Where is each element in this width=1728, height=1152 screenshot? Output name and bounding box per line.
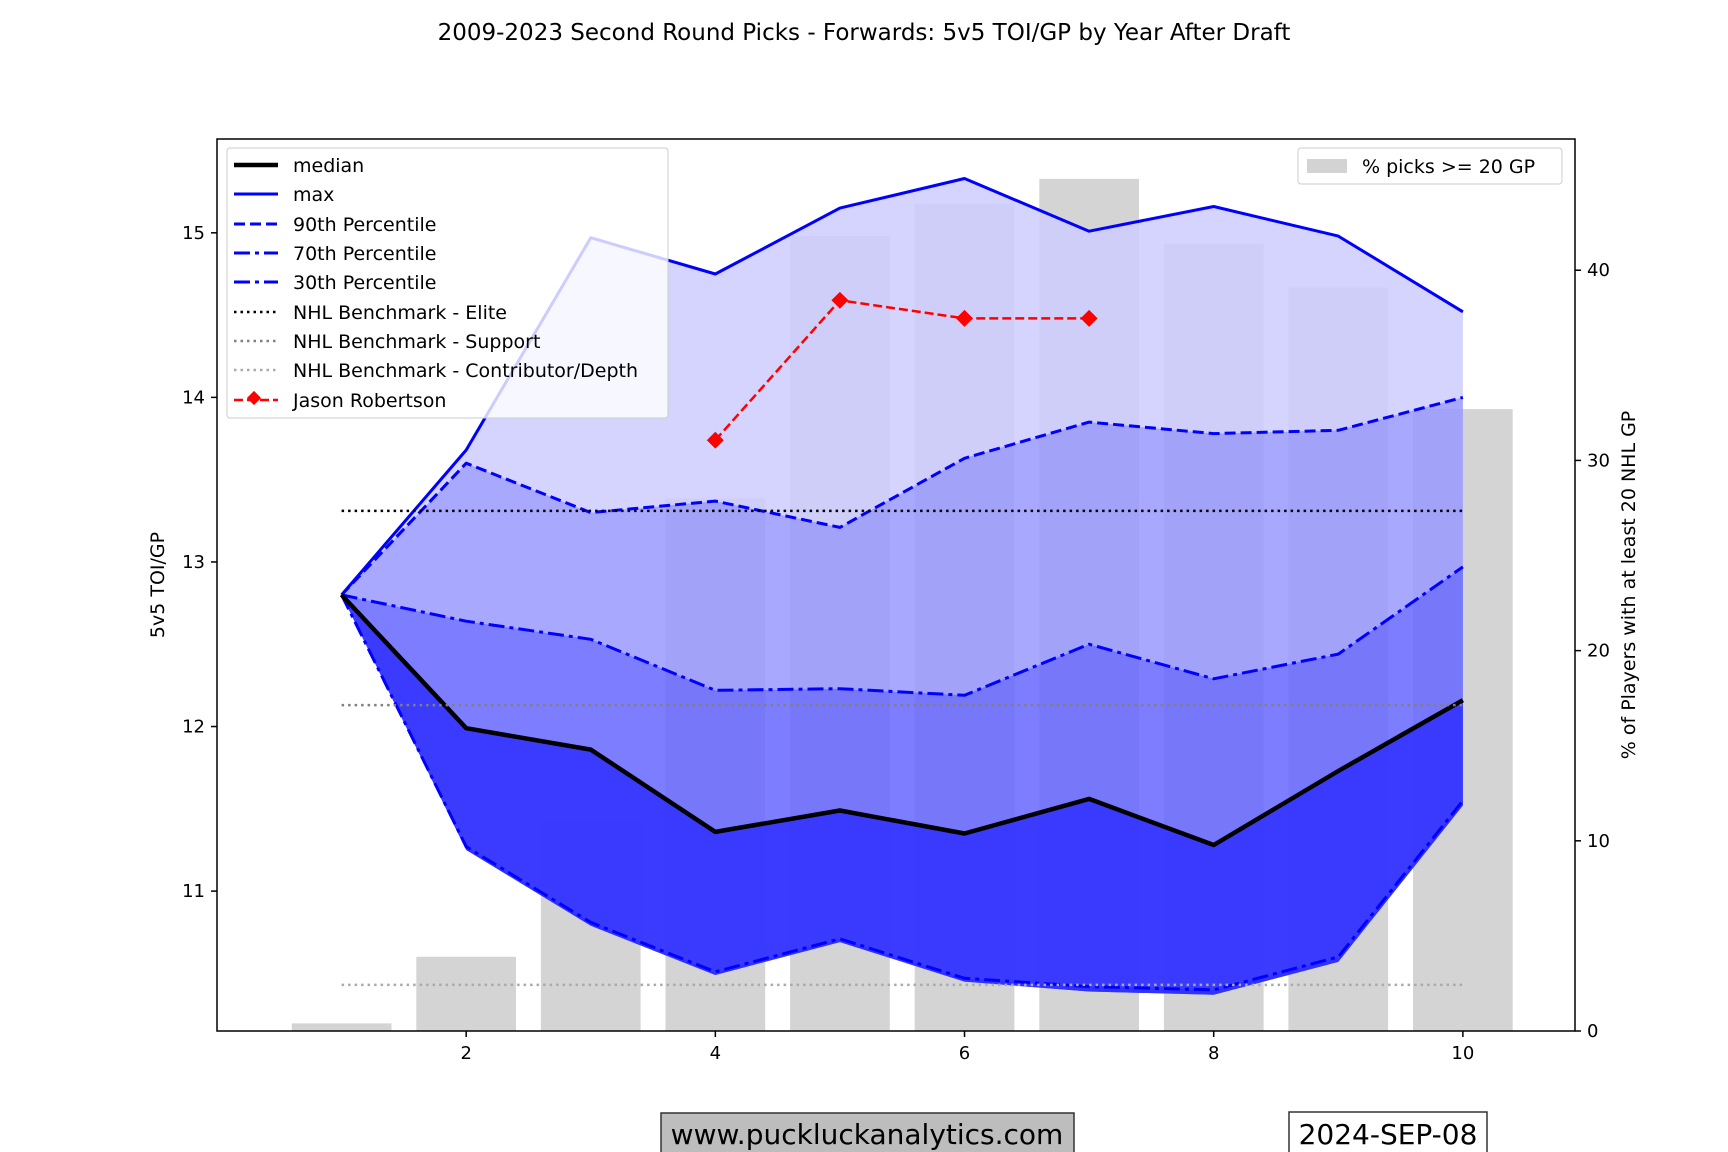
y-tick-label-12: 12 bbox=[182, 717, 205, 738]
legend-label-p90: 90th Percentile bbox=[293, 214, 436, 236]
player-marker-year-6 bbox=[956, 309, 973, 327]
axes-layer: 2 4 6 8 10 11 12 13 14 15 0 10 20 30 40 bbox=[182, 223, 1610, 1064]
date-label: 2024-SEP-08 bbox=[1288, 1111, 1488, 1152]
player-line bbox=[714, 298, 1090, 442]
y2-tick-label-20: 20 bbox=[1587, 641, 1610, 662]
fills-layer bbox=[341, 178, 1463, 995]
x-tick-label-2: 2 bbox=[460, 1043, 471, 1064]
y-tick-label-13: 13 bbox=[182, 552, 205, 573]
bar-year-1 bbox=[291, 1023, 392, 1031]
bar-year-2 bbox=[416, 956, 516, 1031]
bar-legend-box bbox=[1297, 147, 1563, 185]
y-tick-label-14: 14 bbox=[182, 387, 205, 408]
bar-legend: % picks >= 20 GP bbox=[1297, 147, 1563, 185]
legend-label-elite: NHL Benchmark - Elite bbox=[293, 302, 507, 324]
line-median bbox=[339, 593, 1465, 848]
website-box bbox=[660, 1112, 1075, 1152]
bar-legend-label: % picks >= 20 GP bbox=[1362, 156, 1535, 178]
y2-tick-label-30: 30 bbox=[1587, 450, 1610, 471]
line-p90 bbox=[340, 395, 1464, 596]
legend-box bbox=[226, 147, 669, 419]
y2-tick-label-10: 10 bbox=[1587, 831, 1610, 852]
y2-axis-title: % of Players with at least 20 NHL GP bbox=[1618, 411, 1640, 760]
legend-label-median: median bbox=[293, 155, 364, 177]
band-p90-p70 bbox=[341, 397, 1463, 696]
band-median-min bbox=[341, 594, 1463, 995]
legend-label-p70: 70th Percentile bbox=[293, 243, 436, 265]
y2-tick-label-40: 40 bbox=[1587, 260, 1610, 281]
y-tick-label-15: 15 bbox=[182, 223, 205, 244]
legend-label-depth: NHL Benchmark - Contributor/Depth bbox=[293, 360, 638, 382]
legend-label-support: NHL Benchmark - Support bbox=[293, 331, 540, 353]
legend-label-p30: 30th Percentile bbox=[293, 272, 436, 294]
player-marker-year-5 bbox=[831, 291, 849, 309]
legend-player-marker bbox=[246, 390, 262, 406]
bar-legend-swatch bbox=[1307, 159, 1347, 173]
y-tick-label-11: 11 bbox=[182, 881, 205, 902]
x-tick-label-10: 10 bbox=[1451, 1043, 1474, 1064]
x-tick-label-4: 4 bbox=[710, 1043, 721, 1064]
x-tick-label-6: 6 bbox=[959, 1043, 970, 1064]
y2-tick-label-0: 0 bbox=[1587, 1021, 1598, 1042]
x-tick-label-8: 8 bbox=[1208, 1043, 1219, 1064]
website-label: www.puckluckanalytics.com bbox=[660, 1112, 1075, 1152]
chart-title: 2009-2023 Second Round Picks - Forwards:… bbox=[438, 20, 1291, 46]
line-p30 bbox=[340, 594, 1465, 992]
date-box bbox=[1288, 1111, 1488, 1152]
y-axis-title: 5v5 TOI/GP bbox=[147, 532, 169, 638]
legend-label-player: Jason Robertson bbox=[292, 390, 446, 412]
line-p70 bbox=[341, 565, 1464, 697]
legend: median max 90th Percentile 70th Percenti… bbox=[226, 147, 669, 419]
benchmark-layer bbox=[341, 509, 1463, 987]
player-marker-year-4 bbox=[706, 431, 724, 449]
date-text: 2024-SEP-08 bbox=[1299, 1118, 1478, 1151]
website-text: www.puckluckanalytics.com bbox=[671, 1118, 1064, 1151]
plot-frame bbox=[216, 138, 1576, 1032]
legend-label-max: max bbox=[293, 184, 334, 206]
